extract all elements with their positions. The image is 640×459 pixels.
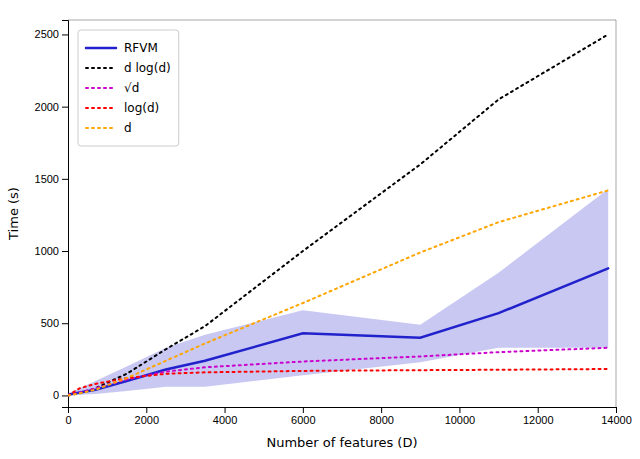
frame (68, 20, 616, 21)
line (68, 190, 608, 395)
line (68, 268, 608, 394)
tick-label: 14000 (601, 414, 632, 426)
x-axis-title: Number of features (D) (266, 435, 417, 450)
legend-entry: √d (86, 81, 139, 95)
legend-entry: log(d) (86, 101, 159, 115)
tick: 500 (41, 317, 68, 329)
tick: 0 (65, 407, 71, 426)
plot: 0 2000 4000 6000 8000 10000 12000 14000 0 500 1000… (35, 20, 632, 426)
axis-line (69, 408, 617, 414)
line (68, 348, 608, 396)
tick-mark (62, 323, 68, 324)
legend-label: √d (124, 81, 139, 95)
tick-mark (381, 407, 382, 413)
tick-mark (459, 407, 460, 413)
tick-label: 10000 (445, 414, 476, 426)
tick: 4000 (213, 407, 237, 426)
legend-entry: d (86, 121, 132, 135)
legend-box (78, 30, 179, 146)
tick: 0 (53, 389, 68, 401)
tick: 12000 (523, 407, 554, 426)
axis-line (62, 21, 69, 408)
legend-label: d (124, 121, 132, 135)
tick: 14000 (601, 407, 632, 426)
legend-label: RFVM (124, 41, 158, 55)
tick-label: 1000 (35, 245, 59, 257)
tick-label: 0 (53, 389, 59, 401)
tick-label: 12000 (523, 414, 554, 426)
legend-swatch (86, 67, 116, 69)
tick-mark (303, 407, 304, 413)
tick: 8000 (369, 407, 393, 426)
tick-mark (225, 407, 226, 413)
legend-swatch (86, 87, 116, 89)
legend-label: d log(d) (124, 61, 171, 75)
chart: 0 2000 4000 6000 8000 10000 12000 14000 0 500 1000… (0, 0, 640, 459)
tick: 2500 (35, 28, 68, 40)
tick-mark (62, 179, 68, 180)
legend-entry: d log(d) (86, 61, 171, 75)
tick-label: 2500 (35, 28, 59, 40)
line (68, 369, 608, 395)
legend-swatch (86, 127, 116, 129)
tick-label: 6000 (291, 414, 315, 426)
tick-mark (616, 407, 617, 413)
tick-mark (146, 407, 147, 413)
tick: 2000 (135, 407, 159, 426)
tick-mark (62, 395, 68, 396)
y-axis: 0 500 1000 1500 2000 2500 (35, 21, 69, 408)
tick: 1000 (35, 245, 68, 257)
tick: 6000 (291, 407, 315, 426)
legend: RFVM d log(d) √d log(d) d (78, 30, 179, 146)
legend-swatch (86, 107, 116, 109)
tick-mark (62, 107, 68, 108)
tick-label: 2000 (135, 414, 159, 426)
tick-mark (538, 407, 539, 413)
frame (616, 20, 617, 407)
legend-swatch (86, 47, 116, 50)
tick-label: 500 (41, 317, 59, 329)
tick-label: 4000 (213, 414, 237, 426)
tick: 1500 (35, 173, 68, 185)
tick: 2000 (35, 101, 68, 113)
tick-mark (62, 34, 68, 35)
x-axis: 0 2000 4000 6000 8000 10000 12000 14000 (65, 407, 631, 426)
tick-label: 2000 (35, 101, 59, 113)
legend-entry: RFVM (86, 41, 158, 55)
band (68, 189, 608, 395)
legend-label: log(d) (124, 101, 159, 115)
tick-mark (62, 251, 68, 252)
y-axis-title: Time (s) (6, 187, 21, 241)
tick-label: 1500 (35, 173, 59, 185)
tick-label: 8000 (369, 414, 393, 426)
tick: 10000 (445, 407, 476, 426)
tick-label: 0 (65, 414, 71, 426)
